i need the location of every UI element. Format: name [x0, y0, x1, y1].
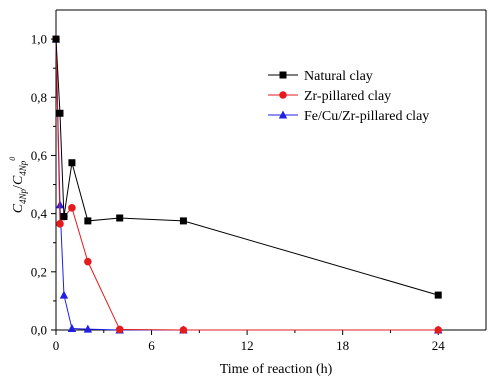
- series-fe-cu-zr-pillared-clay: [51, 34, 443, 334]
- x-axis-title: Time of reaction (h): [220, 362, 333, 377]
- legend-marker: [278, 110, 288, 119]
- data-point: [434, 291, 442, 299]
- data-point: [56, 220, 64, 228]
- legend-item: Zr-pillared clay: [268, 89, 391, 104]
- series-natural-clay: [52, 35, 442, 299]
- y-tick-label: 0,6: [31, 148, 48, 163]
- data-point: [434, 326, 443, 334]
- axes: 0 6 12 18 24 0,0 0,2 0,4 0,6 0,8 1,0: [31, 9, 487, 353]
- data-point: [84, 217, 92, 225]
- series-line: [55, 39, 439, 296]
- data-point: [68, 204, 76, 212]
- y-tick-label: 1,0: [31, 32, 47, 47]
- y-tick-label: 0,4: [31, 206, 48, 221]
- y-tick-label: 0,8: [31, 90, 47, 105]
- y-axis-title: C4Np/C4Np0: [8, 157, 28, 214]
- x-tick-label: 24: [432, 338, 446, 353]
- data-point: [179, 217, 187, 225]
- legend-marker: [279, 91, 287, 99]
- plot-area: [51, 34, 443, 334]
- data-point: [67, 324, 77, 333]
- data-point: [84, 257, 92, 266]
- x-tick-label: 18: [336, 338, 349, 353]
- y-tick-label: 0,2: [31, 264, 47, 279]
- x-tick-label: 0: [53, 338, 60, 353]
- series-line: [55, 39, 439, 331]
- data-point: [179, 326, 188, 334]
- data-point: [115, 325, 124, 334]
- data-point: [116, 214, 124, 222]
- data-point: [59, 290, 69, 299]
- data-point: [56, 109, 64, 117]
- series-line: [55, 39, 439, 331]
- data-point: [52, 35, 60, 43]
- legend: Natural clay Zr-pillared clay Fe/Cu/Zr-pil…: [268, 69, 429, 124]
- y-tick-label: 0,0: [31, 323, 47, 338]
- data-point: [60, 213, 68, 221]
- legend-item: Natural clay: [268, 69, 373, 84]
- x-tick-label: 12: [241, 338, 254, 353]
- legend-label: Fe/Cu/Zr-pillared clay: [304, 109, 429, 124]
- data-point: [68, 159, 76, 167]
- legend-label: Zr-pillared clay: [304, 89, 391, 104]
- legend-item: Fe/Cu/Zr-pillared clay: [268, 109, 429, 124]
- legend-marker: [279, 71, 287, 79]
- legend-label: Natural clay: [304, 69, 373, 84]
- x-tick-label: 6: [148, 338, 155, 353]
- series-zr-pillared-clay: [52, 35, 443, 334]
- data-point: [83, 324, 93, 333]
